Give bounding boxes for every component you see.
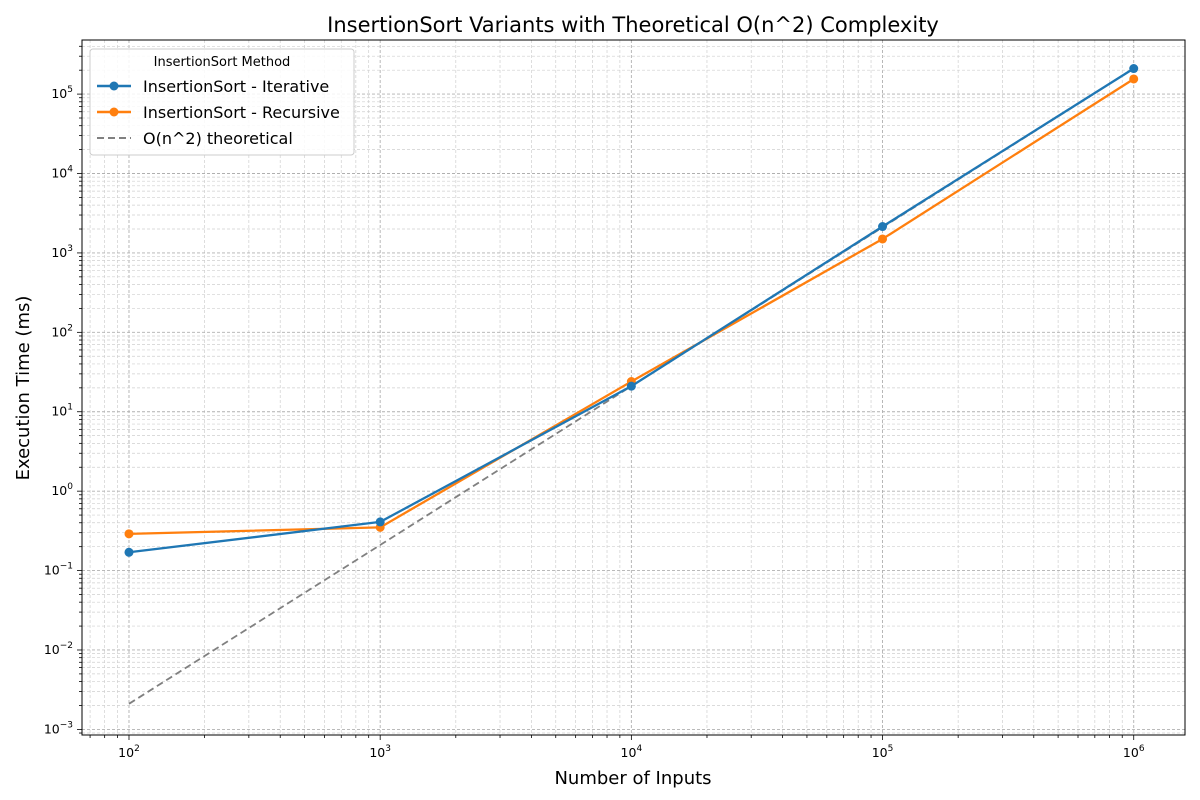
data-point-insertionsort-recursive <box>124 529 134 539</box>
data-point-insertionsort-recursive <box>1129 74 1139 84</box>
data-point-insertionsort-iterative <box>124 547 134 557</box>
y-axis-label: Execution Time (ms) <box>13 296 34 481</box>
legend-marker-recursive <box>109 107 119 117</box>
x-tick-label: 104 <box>621 744 643 760</box>
y-tick-label: 10−3 <box>44 720 73 736</box>
data-point-insertionsort-recursive <box>878 234 888 244</box>
legend-label-iterative: InsertionSort - Iterative <box>143 77 329 96</box>
y-tick-label: 105 <box>51 85 73 101</box>
y-tick-label: 102 <box>51 323 73 339</box>
x-axis-label: Number of Inputs <box>554 768 711 789</box>
legend: InsertionSort Method InsertionSort - Ite… <box>89 48 355 156</box>
y-tick-label: 10−2 <box>44 641 73 657</box>
y-tick-label: 10−1 <box>44 562 73 578</box>
y-tick-label: 100 <box>51 482 73 498</box>
x-tick-label: 105 <box>872 744 894 760</box>
y-tick-label: 104 <box>51 165 73 181</box>
legend-title: InsertionSort Method <box>154 55 291 70</box>
data-point-insertionsort-iterative <box>375 517 385 527</box>
grid-lines <box>82 40 1185 735</box>
axis-ticks: 102 103 104 105 106 10−3 10−2 10−1 100 101 102 103 1… <box>44 45 1145 760</box>
y-tick-label: 101 <box>51 403 73 419</box>
data-point-insertionsort-iterative <box>1129 64 1139 74</box>
plot-series <box>124 64 1139 705</box>
x-tick-label: 103 <box>369 744 391 760</box>
data-point-insertionsort-iterative <box>626 381 636 391</box>
x-tick-label: 102 <box>118 744 140 760</box>
data-point-insertionsort-iterative <box>878 222 888 232</box>
legend-marker-iterative <box>109 81 119 91</box>
legend-box <box>89 48 355 156</box>
y-tick-label: 103 <box>51 244 73 260</box>
legend-label-theoretical: O(n^2) theoretical <box>143 129 293 148</box>
legend-label-recursive: InsertionSort - Recursive <box>143 103 340 122</box>
x-tick-label: 106 <box>1123 744 1145 760</box>
chart-title: InsertionSort Variants with Theoretical … <box>327 13 939 37</box>
